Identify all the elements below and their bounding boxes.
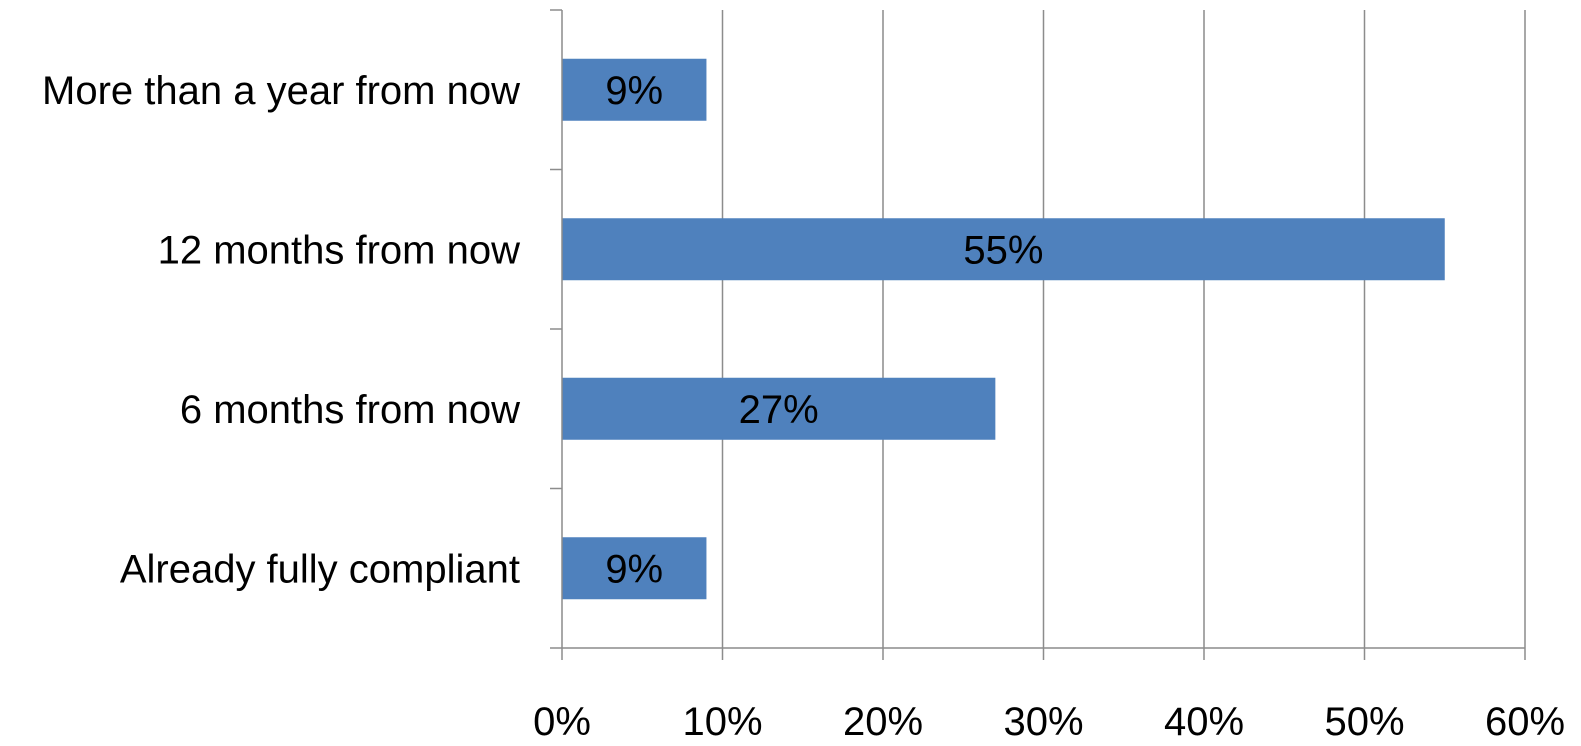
x-tick-label-1: 10% — [682, 700, 762, 744]
category-label-2: 6 months from now — [180, 388, 520, 432]
data-label-3: 9% — [605, 547, 663, 591]
category-labels: More than a year from now 12 months from … — [42, 69, 520, 592]
category-label-0: More than a year from now — [42, 69, 520, 113]
x-tick-labels: 0% 10% 20% 30% 40% 50% 60% — [533, 700, 1565, 744]
x-tick-label-6: 60% — [1485, 700, 1565, 744]
category-label-1: 12 months from now — [158, 228, 520, 272]
bars — [562, 58, 1445, 600]
data-label-0: 9% — [605, 69, 663, 113]
axes — [550, 9, 1526, 660]
x-tick-label-2: 20% — [843, 700, 923, 744]
data-label-1: 55% — [963, 228, 1043, 272]
x-tick-label-3: 30% — [1003, 700, 1083, 744]
bar-1 — [562, 218, 1445, 281]
x-tick-label-4: 40% — [1164, 700, 1244, 744]
bar-0 — [562, 58, 707, 121]
x-tick-label-5: 50% — [1324, 700, 1404, 744]
x-tick-label-0: 0% — [533, 700, 591, 744]
bar-3 — [562, 537, 707, 600]
gridlines — [721, 10, 1526, 648]
data-labels: 9% 55% 27% 9% — [605, 69, 1043, 592]
category-label-3: Already fully compliant — [120, 547, 520, 591]
data-label-2: 27% — [739, 388, 819, 432]
bar-2 — [562, 377, 996, 440]
